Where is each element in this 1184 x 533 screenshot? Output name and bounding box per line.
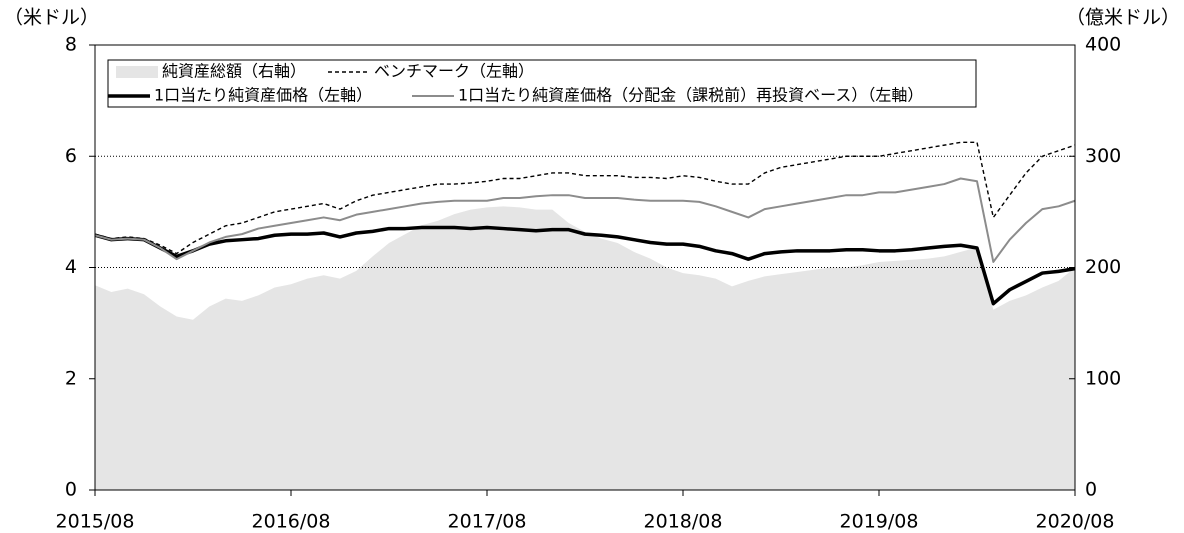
x-tick-label: 2020/08 — [1036, 511, 1115, 533]
legend-label: 1口当たり純資産価格（左軸） — [154, 86, 372, 105]
x-tick-label: 2015/08 — [56, 511, 135, 533]
y-tick-label: 8 — [65, 34, 77, 56]
y2-tick-label: 300 — [1085, 145, 1121, 167]
line — [94, 141, 1076, 255]
legend-label: ベンチマーク（左軸） — [374, 62, 534, 81]
line — [94, 225, 1076, 306]
y-tick-label: 0 — [65, 479, 77, 501]
y2-tick-label: 100 — [1085, 367, 1121, 389]
y-tick-label: 4 — [65, 256, 77, 278]
x-tick-label: 2016/08 — [252, 511, 331, 533]
y2-tick-label: 400 — [1085, 34, 1121, 56]
x-tick-label: 2019/08 — [840, 511, 919, 533]
y-axis-label: （米ドル） — [4, 7, 99, 29]
legend-label: 純資産総額（右軸） — [162, 62, 306, 81]
y2-tick-label: 200 — [1085, 256, 1121, 278]
y2-tick-label: 0 — [1085, 479, 1097, 501]
x-tick-label: 2018/08 — [644, 511, 723, 533]
legend-label: 1口当たり純資産価格（分配金（課税前）再投資ベース）（左軸） — [458, 86, 923, 105]
x-tick-label: 2017/08 — [448, 511, 527, 533]
legend-box — [107, 59, 977, 108]
y-tick-label: 6 — [65, 145, 77, 167]
y-tick-label: 2 — [65, 367, 77, 389]
line — [94, 177, 1076, 263]
y2-axis-label: （億米ドル） — [1066, 7, 1180, 29]
legend-swatch — [116, 66, 158, 78]
area — [95, 206, 1075, 490]
